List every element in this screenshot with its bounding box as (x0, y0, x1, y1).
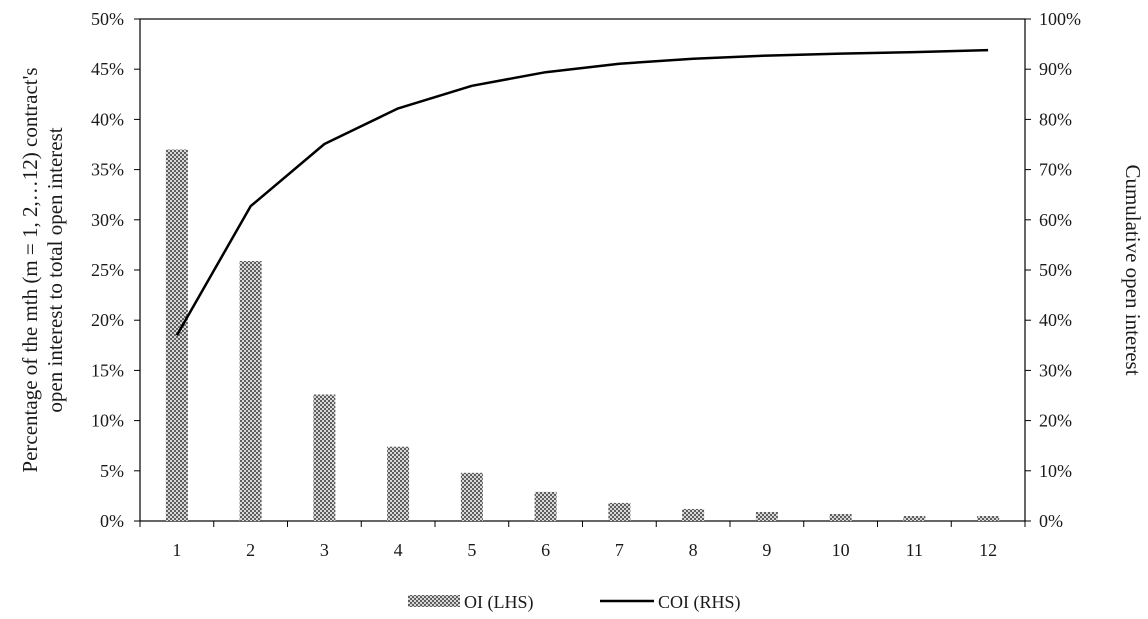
bar-series (165, 149, 1000, 521)
left-axis-ticks: 0% 5% 10% 15% 20% 25% 30% 35% 40% 45% 50% (91, 9, 140, 531)
x-tick-label: 9 (762, 540, 771, 560)
right-tick-label: 90% (1039, 59, 1072, 79)
left-tick-label: 5% (100, 461, 124, 481)
left-tick-label: 50% (91, 9, 124, 29)
right-tick-label: 80% (1039, 109, 1072, 129)
x-tick-label: 4 (394, 540, 403, 560)
left-tick-label: 25% (91, 260, 124, 280)
right-tick-label: 100% (1039, 9, 1081, 29)
bar-8 (682, 508, 705, 521)
left-axis-title-line2: open interest to total open interest (43, 127, 67, 412)
left-tick-label: 40% (91, 109, 124, 129)
right-tick-label: 50% (1039, 260, 1072, 280)
x-tick-label: 10 (832, 540, 850, 560)
plot-border (139, 18, 1026, 522)
left-tick-label: 35% (91, 160, 124, 180)
x-tick-label: 6 (541, 540, 550, 560)
right-axis-ticks: 0% 10% 20% 30% 40% 50% 60% 70% 80% 90% 100% (1025, 9, 1081, 531)
bar-9 (755, 511, 778, 521)
plot-frame (139, 18, 1026, 522)
legend: OI (LHS) COI (RHS) (408, 592, 741, 613)
right-tick-label: 20% (1039, 411, 1072, 431)
x-tick-label: 8 (689, 540, 698, 560)
right-tick-label: 0% (1039, 511, 1063, 531)
left-tick-label: 15% (91, 360, 124, 380)
bar-4 (387, 446, 410, 521)
bar-5 (460, 472, 483, 521)
x-axis-ticks: 1 2 3 4 5 6 7 8 9 10 11 12 (139, 521, 1026, 560)
x-tick-label: 7 (615, 540, 624, 560)
x-tick-label: 12 (979, 540, 997, 560)
bar-11 (903, 515, 926, 521)
left-tick-label: 10% (91, 411, 124, 431)
line-series (175, 48, 989, 336)
right-tick-label: 60% (1039, 210, 1072, 230)
bar-10 (829, 513, 852, 521)
bar-2 (239, 260, 262, 521)
left-tick-label: 0% (100, 511, 124, 531)
right-tick-label: 70% (1039, 160, 1072, 180)
right-tick-label: 30% (1039, 360, 1072, 380)
left-tick-label: 45% (91, 59, 124, 79)
right-tick-label: 10% (1039, 461, 1072, 481)
right-axis-title: Cumulative open interest (1121, 164, 1145, 375)
bar-12 (977, 515, 1000, 521)
x-tick-label: 5 (467, 540, 476, 560)
legend-label-bar: OI (LHS) (464, 592, 534, 613)
bar-6 (534, 491, 557, 521)
left-tick-label: 20% (91, 310, 124, 330)
bar-7 (608, 502, 631, 521)
bar-3 (313, 394, 336, 521)
x-tick-label: 11 (906, 540, 923, 560)
legend-label-line: COI (RHS) (658, 592, 741, 613)
right-tick-label: 40% (1039, 310, 1072, 330)
coi-line (175, 48, 989, 336)
x-tick-label: 3 (320, 540, 329, 560)
x-tick-label: 1 (172, 540, 181, 560)
legend-swatch-bar (408, 595, 460, 607)
left-axis-title-line1: Percentage of the mth (m = 1, 2,…12) con… (18, 67, 42, 472)
left-tick-label: 30% (91, 210, 124, 230)
x-tick-label: 2 (246, 540, 255, 560)
